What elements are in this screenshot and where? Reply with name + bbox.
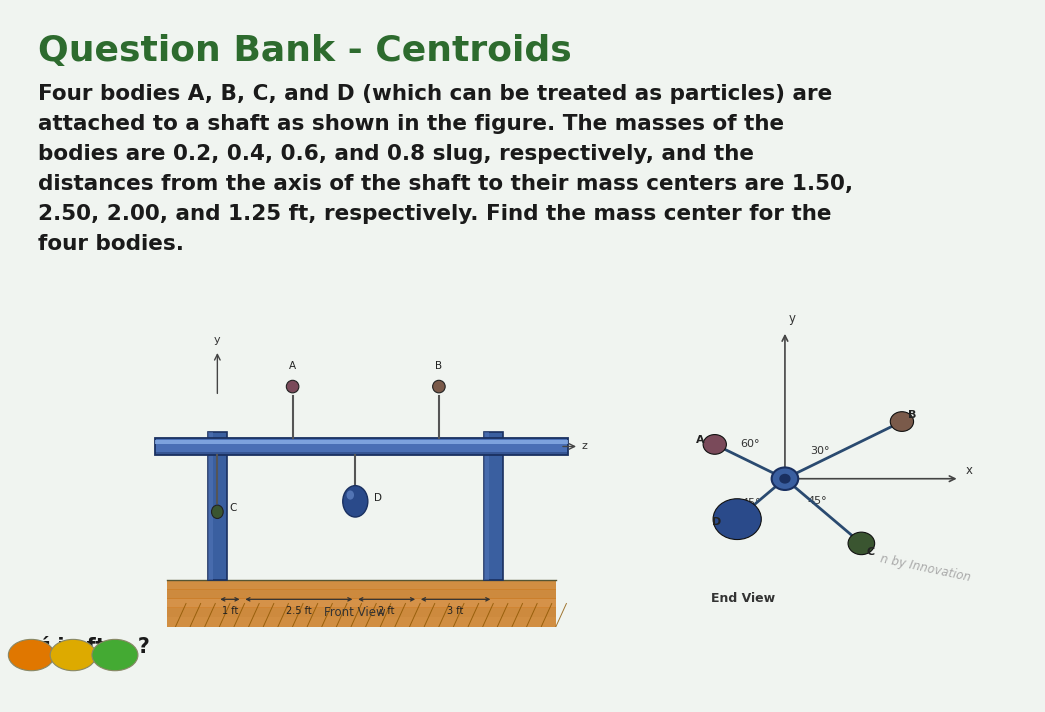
Text: y: y	[214, 335, 220, 345]
Text: distances from the axis of the shaft to their mass centers are 1.50,: distances from the axis of the shaft to …	[38, 174, 853, 194]
Bar	[167, 580, 556, 590]
Ellipse shape	[286, 380, 299, 393]
Text: y: y	[788, 312, 795, 325]
Text: bodies are 0.2, 0.4, 0.6, and 0.8 slug, respectively, and the: bodies are 0.2, 0.4, 0.6, and 0.8 slug, …	[38, 144, 754, 164]
Ellipse shape	[347, 491, 354, 500]
Circle shape	[703, 434, 726, 454]
Text: 2 ft: 2 ft	[378, 606, 395, 616]
Text: ź in ft = ?: ź in ft = ?	[38, 637, 149, 657]
Text: Question Bank - Centroids: Question Bank - Centroids	[38, 34, 572, 68]
Text: 3 ft: 3 ft	[447, 606, 464, 616]
Text: C: C	[866, 548, 875, 557]
Bar	[155, 438, 568, 455]
Text: 45°: 45°	[742, 498, 762, 508]
Text: D: D	[712, 517, 721, 527]
Text: n by Innovation: n by Innovation	[879, 553, 972, 585]
Text: C: C	[229, 503, 236, 513]
Text: 60°: 60°	[740, 439, 760, 449]
Bar	[167, 589, 556, 599]
Ellipse shape	[343, 486, 368, 517]
Text: Four bodies A, B, C, and D (which can be treated as particles) are: Four bodies A, B, C, and D (which can be…	[38, 84, 832, 104]
Text: 1 ft: 1 ft	[222, 606, 238, 616]
Text: A: A	[696, 435, 704, 445]
Text: x: x	[966, 464, 973, 477]
Ellipse shape	[211, 505, 224, 518]
Text: Front View: Front View	[325, 606, 386, 619]
Circle shape	[890, 412, 913, 431]
Bar	[155, 440, 568, 444]
Text: attached to a shaft as shown in the figure. The masses of the: attached to a shaft as shown in the figu…	[38, 114, 784, 134]
Bar	[167, 607, 556, 617]
Bar	[208, 431, 213, 580]
Text: z: z	[582, 441, 587, 451]
Bar	[167, 580, 556, 627]
Text: 45°: 45°	[808, 496, 828, 506]
Bar	[167, 617, 556, 627]
Text: B: B	[436, 362, 442, 372]
Text: End View: End View	[712, 592, 775, 605]
Text: A: A	[289, 362, 296, 372]
Text: 30°: 30°	[811, 446, 830, 456]
Ellipse shape	[433, 380, 445, 393]
Text: 2.50, 2.00, and 1.25 ft, respectively. Find the mass center for the: 2.50, 2.00, and 1.25 ft, respectively. F…	[38, 204, 832, 224]
Bar	[484, 431, 489, 580]
Circle shape	[713, 498, 762, 540]
Bar	[155, 452, 568, 455]
Bar	[484, 431, 503, 580]
Circle shape	[780, 474, 790, 483]
Circle shape	[771, 468, 798, 490]
Circle shape	[849, 532, 875, 555]
Text: D: D	[374, 493, 382, 503]
Text: B: B	[908, 410, 916, 420]
Text: four bodies.: four bodies.	[38, 234, 184, 254]
Bar	[208, 431, 227, 580]
Text: 2.5 ft: 2.5 ft	[286, 606, 311, 616]
Bar	[167, 598, 556, 608]
